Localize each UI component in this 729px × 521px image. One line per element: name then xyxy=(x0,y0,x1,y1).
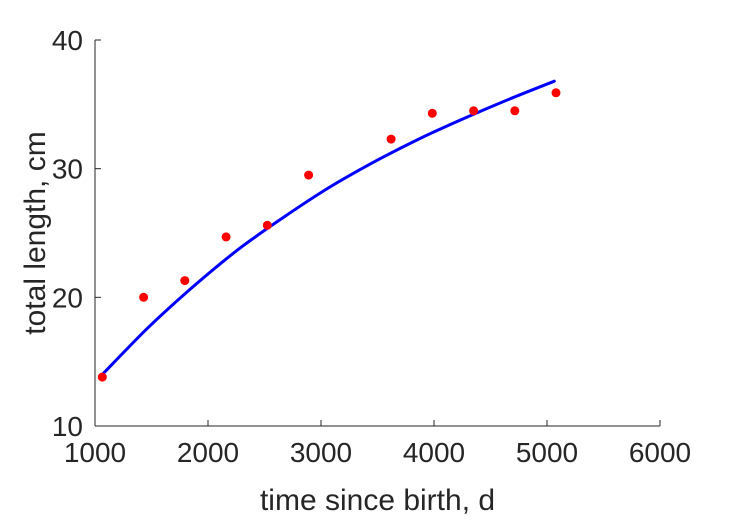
data-point xyxy=(304,170,314,180)
data-point xyxy=(510,106,520,116)
data-points-layer xyxy=(97,88,561,382)
data-point xyxy=(551,88,561,98)
data-point xyxy=(221,232,231,242)
data-point xyxy=(97,372,107,382)
x-tick-label: 4000 xyxy=(403,437,465,468)
data-point xyxy=(262,220,272,230)
x-tick-label: 6000 xyxy=(629,437,691,468)
data-point xyxy=(180,276,190,286)
y-tick-label: 40 xyxy=(52,25,83,56)
y-axis-title: total length, cm xyxy=(19,131,52,334)
data-point xyxy=(469,106,479,116)
x-tick-label: 2000 xyxy=(177,437,239,468)
fitted-curve-layer xyxy=(100,79,556,376)
ticks: 1000 2000 3000 4000 5000 6000 10 20 30 40 xyxy=(52,25,691,468)
data-point xyxy=(427,108,437,118)
axes xyxy=(94,40,660,427)
data-point xyxy=(386,134,396,144)
fitted-curve-line xyxy=(100,79,556,376)
x-tick-label: 3000 xyxy=(290,437,352,468)
y-tick-label: 30 xyxy=(52,154,83,185)
x-axis-title: time since birth, d xyxy=(260,484,495,517)
y-tick-label: 20 xyxy=(52,282,83,313)
data-point xyxy=(139,292,149,302)
x-tick-label: 5000 xyxy=(516,437,578,468)
x-tick-label: 1000 xyxy=(64,437,126,468)
y-tick-label: 10 xyxy=(52,411,83,442)
